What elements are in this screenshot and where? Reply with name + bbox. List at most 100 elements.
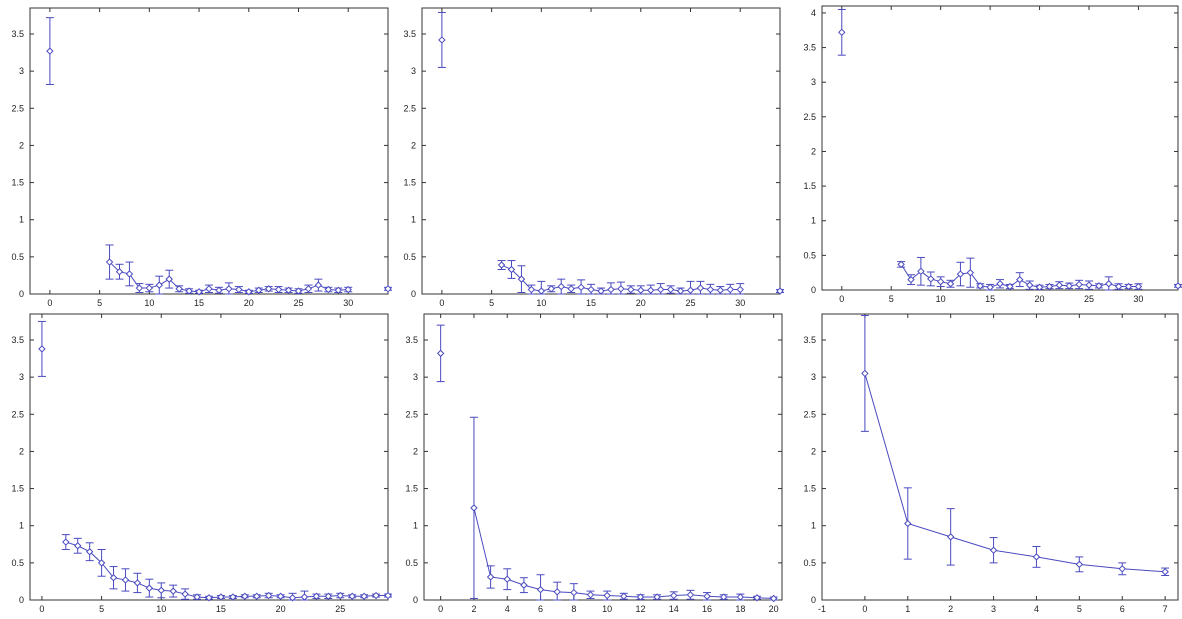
data-point-marker <box>264 285 273 293</box>
y-tick-label: 2.5 <box>803 112 816 122</box>
data-point-marker <box>1124 282 1133 291</box>
data-point-group <box>312 592 321 600</box>
data-point-group <box>121 568 130 592</box>
data-point-marker <box>696 284 705 292</box>
data-point-group <box>224 282 233 295</box>
data-point-marker <box>497 261 506 269</box>
x-tick-label: 16 <box>702 604 712 614</box>
data-point-marker <box>1118 565 1126 573</box>
data-point-group <box>181 588 190 600</box>
data-point-group <box>926 271 935 287</box>
data-point-marker <box>686 591 695 599</box>
chart-panel-6: -1 0 1 2 3 4 5 6 7 0 0.5 1 1.5 2 2.5 3 3.5 <box>788 310 1182 619</box>
y-tick-label: 0 <box>19 289 24 299</box>
data-point-group <box>360 592 369 600</box>
data-point-marker <box>577 283 585 292</box>
chart-panel-4: 0 5 10 15 20 25 0 0.5 1 1.5 2 2.5 3 3.5 <box>0 310 394 619</box>
data-point-marker <box>324 592 333 600</box>
x-tick-label: 30 <box>343 298 353 308</box>
plot-frame <box>423 313 783 601</box>
data-point-group <box>185 287 194 295</box>
x-tick-label: 18 <box>735 604 745 614</box>
data-point-group <box>97 548 106 577</box>
y-tick-label: 1 <box>19 521 24 531</box>
data-point-group <box>776 287 784 295</box>
data-point-group <box>726 283 735 295</box>
data-point-marker <box>181 590 189 598</box>
y-tick-label: 2 <box>19 140 24 150</box>
chart-svg: -1 0 1 2 3 4 5 6 700.511.522.533.5 <box>803 313 1179 614</box>
x-tick-label: 25 <box>335 604 345 614</box>
data-point-marker <box>348 592 356 600</box>
data-point-group <box>1025 280 1034 290</box>
data-point-marker <box>706 285 715 294</box>
y-tick-label: 3.5 <box>11 29 24 39</box>
x-tick-label: 5 <box>97 298 102 308</box>
data-point-marker <box>217 593 225 601</box>
data-point-group <box>537 280 546 295</box>
x-tick-label: 14 <box>669 604 679 614</box>
data-point-marker <box>617 285 625 293</box>
data-point-marker <box>917 267 925 276</box>
data-point-group <box>719 593 728 601</box>
data-point-group <box>989 537 998 564</box>
y-tick-label: 3.5 <box>803 335 816 345</box>
data-point-marker <box>324 285 333 294</box>
data-point-group <box>45 17 54 86</box>
data-point-group <box>214 286 223 294</box>
data-point-marker <box>1016 275 1024 284</box>
data-point-marker <box>145 284 154 292</box>
x-tick-label: 10 <box>156 604 166 614</box>
data-point-group <box>244 288 253 296</box>
data-point-marker <box>46 47 54 55</box>
data-point-group <box>907 274 915 285</box>
data-point-marker <box>736 593 745 601</box>
data-point-marker <box>312 592 321 600</box>
data-point-marker <box>169 587 177 595</box>
y-tick-label: 0 <box>413 595 418 605</box>
data-point-group <box>536 574 545 601</box>
data-point-group <box>61 534 70 550</box>
chart-panel-1: 0 5 10 15 20 25 30 0 0.5 1 1.5 2 2.5 3 3.5 <box>0 0 394 310</box>
data-point-group <box>169 584 178 598</box>
data-point-marker <box>360 592 368 600</box>
data-point-group <box>276 592 285 600</box>
y-tick-label: 2 <box>19 446 24 456</box>
data-point-group <box>976 282 985 290</box>
data-point-group <box>304 284 313 294</box>
data-point-marker <box>636 593 645 601</box>
data-point-group <box>37 320 46 377</box>
data-point-marker <box>125 270 134 278</box>
data-point-group <box>486 565 495 589</box>
y-tick-label: 1.5 <box>11 484 24 494</box>
data-point-group <box>195 288 204 296</box>
chart-svg: 0 5 10 15 20 25 0 0.5 1 1.5 2 2.5 3 3.5 <box>11 313 392 614</box>
data-point-marker <box>1085 281 1093 289</box>
x-tick-label: 4 <box>505 604 510 614</box>
data-point-marker <box>145 584 154 592</box>
x-tick-label: 1 <box>905 604 910 614</box>
data-point-group <box>587 283 596 295</box>
data-point-group <box>636 285 645 295</box>
data-point-marker <box>986 283 994 291</box>
data-point-group <box>626 285 635 294</box>
data-point-marker <box>334 286 342 294</box>
data-point-marker <box>215 286 223 294</box>
data-point-group <box>837 8 846 56</box>
data-point-group <box>324 592 333 600</box>
data-point-group <box>105 244 114 280</box>
x-tick-label: 20 <box>1035 294 1045 304</box>
data-point-group <box>1045 282 1054 291</box>
data-point-marker <box>1032 553 1041 561</box>
y-tick-label: 0.5 <box>405 558 418 568</box>
y-tick-label: 2.5 <box>403 103 416 113</box>
x-tick-label: 30 <box>1133 294 1143 304</box>
data-point-group <box>240 592 249 600</box>
y-tick-label: 3 <box>19 66 24 76</box>
data-point-marker <box>587 285 595 294</box>
data-point-marker <box>946 533 955 541</box>
y-tick-label: 3 <box>413 372 418 382</box>
data-point-group <box>384 591 392 600</box>
data-point-group <box>1134 282 1143 291</box>
x-tick-label: 7 <box>1163 604 1168 614</box>
